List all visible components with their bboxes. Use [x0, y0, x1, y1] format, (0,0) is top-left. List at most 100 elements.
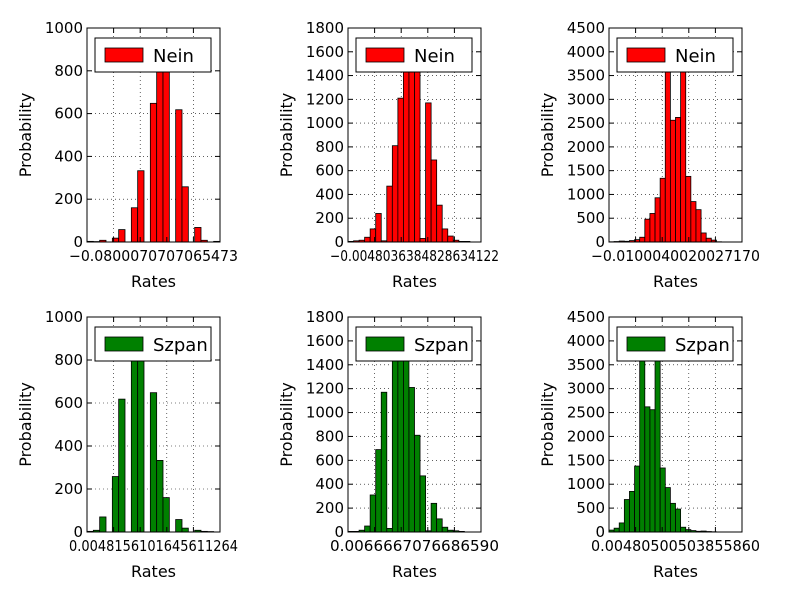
y-axis-label: Probability: [277, 93, 296, 178]
legend-swatch: [627, 48, 665, 62]
bar: [365, 526, 371, 532]
y-axis-label: Probability: [538, 382, 557, 467]
y-tick-label: 1600: [306, 43, 344, 61]
legend-label: Nein: [414, 46, 455, 67]
y-tick-label: 1000: [45, 19, 83, 37]
y-tick-label: 1000: [306, 114, 344, 132]
bar: [660, 178, 665, 242]
bar: [131, 338, 137, 532]
bar: [182, 187, 188, 242]
x-tick-labels: 0.00480500503855860: [591, 537, 760, 555]
bar: [676, 509, 681, 532]
bar: [112, 477, 118, 532]
legend-label: Szpan: [414, 335, 469, 356]
bar: [650, 213, 655, 242]
legend-label: Nein: [153, 46, 194, 67]
bar: [645, 407, 650, 532]
bar: [387, 186, 393, 242]
x-axis-label: Rates: [131, 562, 176, 581]
y-tick-label: 1000: [45, 308, 83, 326]
y-tick-label: 1200: [306, 380, 344, 398]
x-tick-labels: 0.0066667076686590: [330, 537, 499, 555]
y-tick-label: 1000: [306, 404, 344, 422]
y-tick-label: 600: [315, 162, 344, 180]
bar: [420, 238, 426, 242]
legend-swatch: [627, 337, 665, 351]
bar: [195, 227, 201, 242]
bar: [676, 117, 681, 242]
bar: [163, 498, 169, 532]
bar: [381, 392, 387, 532]
bar: [409, 387, 415, 532]
y-tick-label: 200: [54, 190, 83, 208]
bar: [182, 528, 188, 532]
bar: [415, 435, 421, 532]
bar: [681, 527, 686, 532]
bar: [619, 523, 624, 532]
y-tick-label: 1500: [567, 162, 605, 180]
y-tick-label: 2500: [567, 114, 605, 132]
y-tick-label: 1000: [567, 475, 605, 493]
legend-swatch: [105, 48, 143, 62]
bar: [370, 495, 376, 532]
y-tick-label: 1400: [306, 67, 344, 85]
x-axis-label: Rates: [392, 562, 437, 581]
legend-label: Szpan: [675, 335, 730, 356]
y-tick-label: 1400: [306, 356, 344, 374]
bar: [670, 503, 675, 532]
bar: [655, 360, 660, 532]
bar: [420, 476, 426, 532]
y-tick-label: 1200: [306, 90, 344, 108]
y-tick-label: 1800: [306, 19, 344, 37]
bar: [448, 236, 454, 242]
bar: [398, 346, 404, 532]
bar: [157, 460, 163, 532]
x-tick-labels: 0.0048156101645611264: [69, 537, 238, 555]
legend-swatch: [366, 48, 404, 62]
y-tick-label: 1500: [567, 451, 605, 469]
bar: [131, 208, 137, 242]
bar: [176, 520, 182, 532]
y-tick-label: 2500: [567, 404, 605, 422]
bar: [403, 64, 409, 242]
subplot-6: 0500100015002000250030003500400045000.00…: [538, 308, 760, 581]
bar: [437, 205, 443, 242]
bar: [624, 500, 629, 532]
bar: [431, 160, 437, 242]
bar: [665, 71, 670, 242]
bar: [163, 49, 169, 242]
legend-swatch: [366, 337, 404, 351]
bar: [640, 359, 645, 532]
y-tick-label: 4000: [567, 332, 605, 350]
bar: [176, 110, 182, 242]
y-tick-label: 400: [315, 185, 344, 203]
y-tick-label: 400: [54, 437, 83, 455]
bar: [442, 229, 448, 242]
bar: [635, 466, 640, 532]
y-tick-label: 4500: [567, 308, 605, 326]
x-axis-label: Rates: [131, 272, 176, 291]
bar: [640, 237, 645, 242]
y-axis-label: Probability: [277, 382, 296, 467]
subplot-5: 0200400600800100012001400160018000.00666…: [277, 308, 499, 581]
y-tick-label: 1800: [306, 308, 344, 326]
bar: [437, 519, 443, 532]
y-tick-label: 200: [315, 499, 344, 517]
bar: [119, 399, 125, 532]
bar: [415, 61, 421, 242]
y-tick-label: 500: [576, 209, 605, 227]
y-tick-label: 400: [54, 147, 83, 165]
y-tick-label: 600: [315, 451, 344, 469]
y-tick-label: 600: [54, 394, 83, 412]
y-tick-label: 800: [54, 62, 83, 80]
bar: [409, 57, 415, 242]
bar: [119, 230, 125, 242]
bar: [665, 488, 670, 532]
bar: [365, 237, 371, 242]
y-tick-label: 4000: [567, 43, 605, 61]
bar: [614, 528, 619, 532]
y-tick-label: 400: [315, 475, 344, 493]
bar: [392, 350, 398, 532]
y-axis-label: Probability: [16, 93, 35, 178]
bar: [629, 491, 634, 532]
